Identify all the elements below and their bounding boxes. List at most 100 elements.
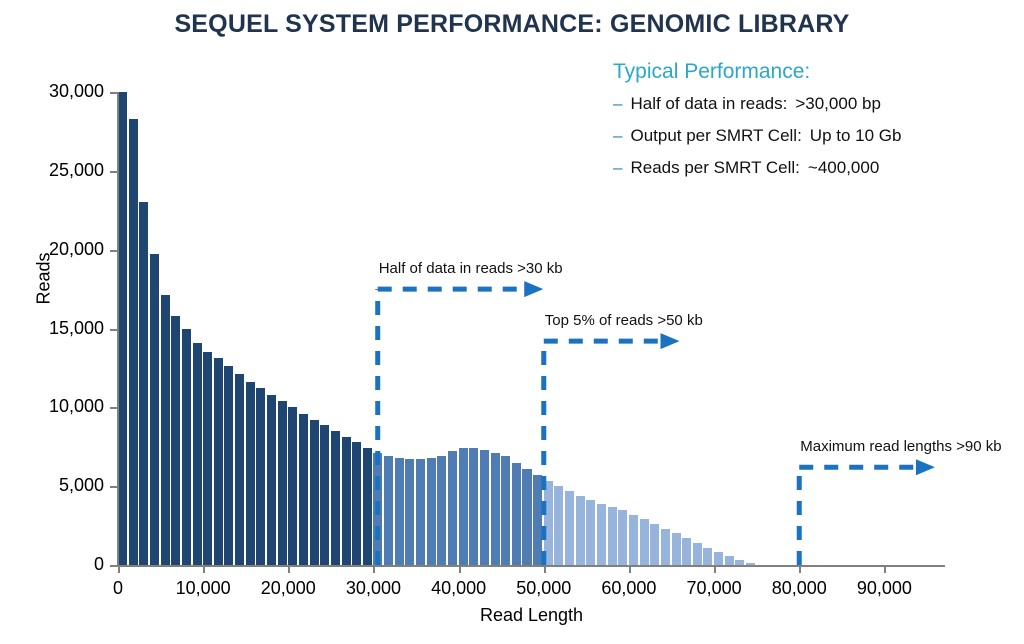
x-axis-tick-label: 0 <box>112 578 123 598</box>
x-axis-tick <box>203 565 206 573</box>
histogram-bar <box>416 459 426 565</box>
histogram-bar <box>405 459 415 565</box>
histogram-bar <box>267 394 277 565</box>
histogram-bar <box>224 366 234 565</box>
histogram-bar <box>203 352 213 565</box>
plot-area <box>118 92 944 565</box>
histogram-bar <box>660 528 670 565</box>
x-axis-tick-label: 50,000 <box>516 578 572 598</box>
performance-item-label: Half of data in reads: <box>630 94 788 113</box>
y-axis-tick <box>110 92 118 94</box>
histogram-bar <box>298 413 308 565</box>
histogram-bar <box>245 382 255 565</box>
performance-item-label: Reads per SMRT Cell: <box>630 158 800 177</box>
histogram-bar <box>128 118 138 565</box>
histogram-bar <box>639 519 649 565</box>
histogram-bar <box>522 468 532 565</box>
y-axis-tick-label: 20,000 <box>48 238 104 259</box>
y-axis-tick-label: 5,000 <box>58 475 104 496</box>
histogram-bar <box>426 457 436 565</box>
y-axis-tick-label: 10,000 <box>48 396 104 417</box>
histogram-bar <box>490 453 500 565</box>
histogram-bar <box>671 533 681 565</box>
x-axis-tick <box>714 565 717 573</box>
histogram-bar <box>437 456 447 565</box>
performance-item: – Output per SMRT Cell: Up to 10 Gb <box>613 126 1013 146</box>
histogram-bar <box>543 481 553 565</box>
histogram-bar <box>746 562 756 565</box>
typical-performance-list: – Half of data in reads: >30,000 bp – Output… <box>613 94 1013 178</box>
y-axis-tick <box>110 565 118 567</box>
histogram-bar <box>533 475 543 565</box>
x-axis-tick-label: 20,000 <box>260 578 316 598</box>
x-axis-tick <box>799 565 802 573</box>
performance-item: – Reads per SMRT Cell: ~400,000 <box>613 158 1013 178</box>
y-axis-tick <box>110 486 118 489</box>
x-axis-tick-label: 60,000 <box>601 578 657 598</box>
y-axis-line <box>117 92 119 566</box>
histogram-bar <box>607 506 617 565</box>
histogram-bar <box>213 358 223 565</box>
histogram-bar <box>139 202 149 565</box>
performance-item-value: >30,000 bp <box>795 94 881 113</box>
histogram-bars <box>118 92 944 565</box>
bullet-dash-icon: – <box>613 158 623 177</box>
histogram-bar <box>586 500 596 565</box>
y-axis-tick <box>110 249 118 252</box>
histogram-bar <box>330 430 340 565</box>
y-axis-tick-label: 15,000 <box>48 317 104 338</box>
x-axis-tick-label: 40,000 <box>431 578 487 598</box>
histogram-bar <box>501 456 511 565</box>
histogram-bar <box>373 453 383 565</box>
x-axis-line <box>118 565 945 567</box>
y-axis-tick <box>110 407 118 410</box>
histogram-bar <box>565 490 575 565</box>
histogram-bar <box>618 509 628 565</box>
performance-item-value: Up to 10 Gb <box>809 126 902 145</box>
x-axis-tick <box>118 565 120 573</box>
histogram-bar <box>458 448 468 565</box>
histogram-bar <box>575 495 585 565</box>
x-axis-tick <box>373 565 376 573</box>
histogram-bar <box>171 315 181 565</box>
histogram-bar <box>447 451 457 565</box>
performance-item-label: Output per SMRT Cell: <box>630 126 802 145</box>
bullet-dash-icon: – <box>613 126 623 145</box>
histogram-bar <box>735 559 745 565</box>
histogram-bar <box>149 254 159 565</box>
histogram-bar <box>362 448 372 565</box>
histogram-bar <box>724 556 734 565</box>
page-title: SEQUEL SYSTEM PERFORMANCE: GENOMIC LIBRA… <box>174 10 850 38</box>
typical-performance-panel: Typical Performance: – Half of data in re… <box>613 60 1013 190</box>
histogram-bar <box>650 524 660 565</box>
histogram-bar <box>714 552 724 565</box>
histogram-bar <box>118 92 128 565</box>
histogram-bar <box>288 407 298 565</box>
histogram-bar <box>628 514 638 565</box>
x-axis-tick <box>543 565 546 573</box>
bullet-dash-icon: – <box>613 94 623 113</box>
y-axis-tick-label: 25,000 <box>48 159 104 180</box>
histogram-bar <box>554 486 564 565</box>
histogram-bar <box>692 542 702 565</box>
histogram-bar <box>511 462 521 565</box>
x-axis-tick <box>628 565 631 573</box>
x-axis-tick <box>458 565 461 573</box>
x-axis-tick-label: 30,000 <box>345 578 401 598</box>
y-axis-tick-label: 30,000 <box>48 81 104 101</box>
x-axis-tick-label: 70,000 <box>686 578 742 598</box>
histogram-bar <box>341 437 351 565</box>
y-axis-tick <box>110 170 118 173</box>
histogram-bar <box>160 295 170 565</box>
histogram-bar <box>384 456 394 565</box>
y-axis-tick-label: 0 <box>93 554 104 574</box>
histogram-bar <box>682 538 692 565</box>
histogram-bar <box>352 442 362 565</box>
histogram-bar <box>596 503 607 565</box>
x-axis-tick-label: 80,000 <box>771 578 827 598</box>
histogram-bar <box>256 388 266 565</box>
typical-performance-heading: Typical Performance: <box>613 60 811 83</box>
histogram-bar <box>703 547 713 565</box>
histogram-bar <box>277 401 287 565</box>
x-axis-title: Read Length <box>479 605 584 625</box>
